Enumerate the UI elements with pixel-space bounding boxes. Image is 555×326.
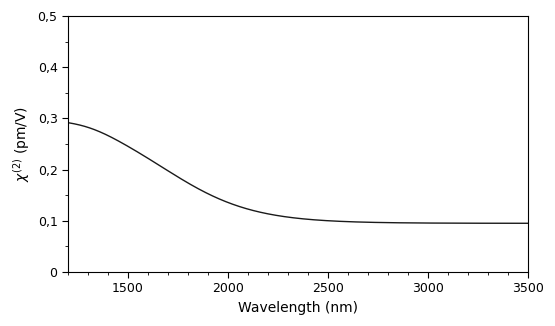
Y-axis label: $\chi^{(2)}$ (pm/V): $\chi^{(2)}$ (pm/V) [11, 106, 32, 182]
X-axis label: Wavelength (nm): Wavelength (nm) [238, 301, 358, 315]
